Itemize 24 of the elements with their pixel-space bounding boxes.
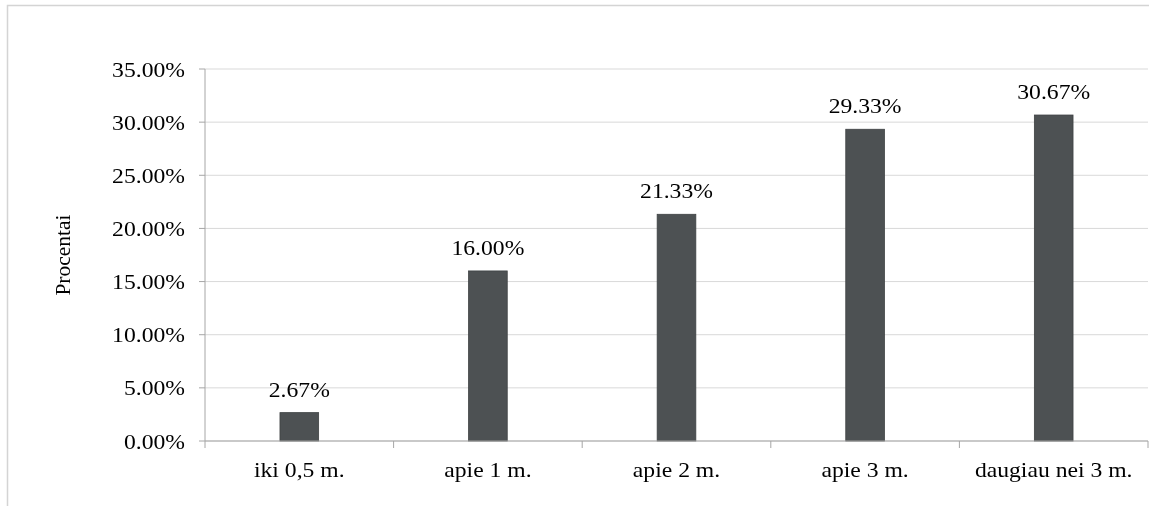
x-tick-label: daugiau nei 3 m. (974, 457, 1133, 482)
y-tick-label: 15.00% (112, 270, 186, 294)
y-tick-label: 5.00% (123, 376, 186, 401)
x-tick-label: apie 3 m. (821, 457, 909, 482)
x-tick-label: apie 2 m. (632, 457, 721, 482)
x-tick-label: apie 1 m. (444, 457, 532, 482)
bar (845, 128, 885, 442)
y-axis-title: Procentai (50, 214, 75, 296)
data-label: 16.00% (451, 235, 525, 260)
bar (656, 213, 697, 442)
data-label: 21.33% (640, 179, 714, 204)
y-tick-label: 25.00% (112, 163, 186, 188)
y-tick-label: 30.00% (112, 110, 186, 135)
y-tick-label: 0.00% (123, 429, 186, 454)
data-label: 30.67% (1017, 80, 1091, 104)
x-tick-label: iki 0,5 m. (253, 457, 345, 482)
bar (468, 270, 508, 442)
bar (1033, 114, 1074, 442)
y-tick-label: 35.00% (112, 57, 186, 82)
y-tick-label: 10.00% (112, 323, 186, 347)
data-label: 2.67% (268, 377, 331, 402)
bar (279, 412, 320, 442)
y-tick-label: 20.00% (112, 216, 186, 241)
data-label: 29.33% (828, 94, 902, 119)
